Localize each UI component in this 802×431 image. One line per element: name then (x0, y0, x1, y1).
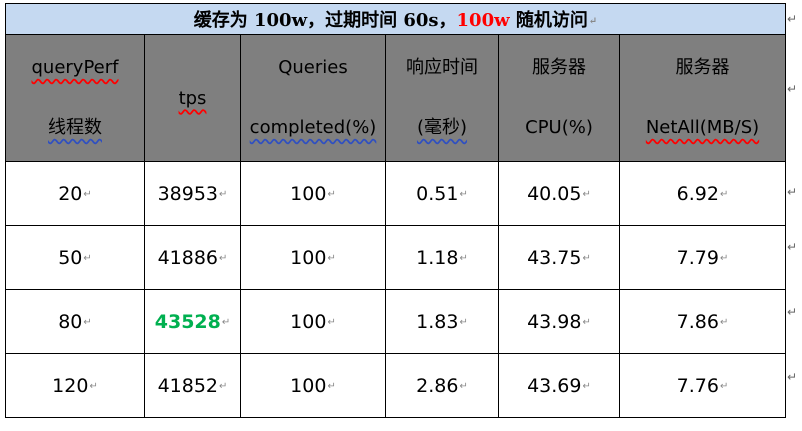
title-prefix: 缓存为 100w，过期时间 60s， (193, 10, 457, 31)
paragraph-mark-icon: ↵ (83, 252, 92, 264)
cell-response-time: 1.83↵ (385, 289, 499, 354)
header-cell-response-time: 响应时间 (毫秒) (385, 34, 499, 162)
document-page: 缓存为 100w，过期时间 60s，100w 随机访问↵ queryPerf 线… (4, 3, 787, 418)
paragraph-mark-icon: ↵ (588, 15, 598, 27)
header-line: NetAll(MB/S) (645, 117, 760, 138)
paragraph-mark-icon: ↵ (719, 188, 729, 200)
paragraph-mark-icon: ↵ (719, 252, 729, 264)
paragraph-mark-icon: ↵ (582, 380, 591, 392)
header-line: 服务器 (675, 57, 730, 78)
cell-tps: 38953↵ (144, 161, 241, 226)
cell-cpu: 43.69↵ (498, 353, 620, 418)
cell-tps-best: 43528↵ (144, 289, 241, 354)
cell-cpu: 43.75↵ (498, 225, 620, 290)
paragraph-mark-icon: ↵ (719, 380, 729, 392)
row-end-mark-icon: ↵ (786, 82, 797, 96)
table-row: 120↵ 41852↵ 100↵ 2.86↵ 43.69↵ 7.76↵ (5, 353, 787, 418)
cell-threads: 20↵ (5, 161, 145, 226)
cell-queries: 100↵ (240, 353, 386, 418)
row-end-mark-icon: ↵ (786, 12, 797, 26)
title-highlight: 100w (456, 10, 510, 31)
cell-tps: 41852↵ (144, 353, 241, 418)
table-row: 80↵ 43528↵ 100↵ 1.83↵ 43.98↵ 7.86↵ (5, 289, 787, 354)
cell-tps: 41886↵ (144, 225, 241, 290)
paragraph-mark-icon: ↵ (459, 188, 468, 200)
header-cell-threads: queryPerf 线程数 (5, 34, 145, 162)
cell-queries: 100↵ (240, 225, 386, 290)
paragraph-mark-icon: ↵ (327, 380, 336, 392)
table-row: 50↵ 41886↵ 100↵ 1.18↵ 43.75↵ 7.79↵ (5, 225, 787, 290)
best-tps-value: 43528 (154, 310, 221, 333)
cell-net: 6.92↵ (618, 161, 787, 226)
header-line: tps (178, 87, 207, 109)
header-line: (毫秒) (416, 117, 468, 138)
cell-net: 7.79↵ (618, 225, 787, 290)
paragraph-mark-icon: ↵ (219, 252, 228, 264)
paragraph-mark-icon: ↵ (582, 252, 591, 264)
paragraph-mark-icon: ↵ (219, 380, 228, 392)
header-cell-cpu: 服务器 CPU(%) (498, 34, 620, 162)
row-end-mark-icon: ↵ (786, 185, 797, 199)
header-line: 响应时间 (406, 57, 478, 78)
cell-threads: 50↵ (5, 225, 145, 290)
paragraph-mark-icon: ↵ (327, 316, 336, 328)
cell-net: 7.76↵ (618, 353, 787, 418)
header-cell-queries: Queries completed(%) (240, 34, 386, 162)
cell-queries: 100↵ (240, 289, 386, 354)
table-row: 20↵ 38953↵ 100↵ 0.51↵ 40.05↵ 6.92↵ (5, 161, 787, 226)
paragraph-mark-icon: ↵ (219, 188, 228, 200)
header-line: Queries (278, 57, 348, 78)
header-line: 线程数 (48, 117, 102, 138)
title-suffix: 随机访问 (509, 10, 588, 31)
header-line: CPU(%) (525, 117, 593, 138)
row-end-mark-icon: ↵ (786, 240, 797, 254)
cell-threads: 120↵ (5, 353, 145, 418)
header-line: queryPerf (31, 57, 119, 78)
cell-cpu: 43.98↵ (498, 289, 620, 354)
paragraph-mark-icon: ↵ (327, 188, 336, 200)
cell-queries: 100↵ (240, 161, 386, 226)
cell-threads: 80↵ (5, 289, 145, 354)
paragraph-mark-icon: ↵ (719, 316, 729, 328)
paragraph-mark-icon: ↵ (89, 380, 98, 392)
paragraph-mark-icon: ↵ (83, 188, 92, 200)
performance-table: 缓存为 100w，过期时间 60s，100w 随机访问↵ queryPerf 线… (4, 3, 787, 418)
row-end-mark-icon: ↵ (786, 305, 797, 319)
paragraph-mark-icon: ↵ (327, 252, 336, 264)
paragraph-mark-icon: ↵ (83, 316, 92, 328)
paragraph-mark-icon: ↵ (221, 316, 231, 328)
row-end-mark-icon: ↵ (786, 370, 797, 384)
cell-net: 7.86↵ (618, 289, 787, 354)
header-cell-net: 服务器 NetAll(MB/S) (618, 34, 787, 162)
header-line: completed(%) (249, 117, 377, 138)
cell-response-time: 0.51↵ (385, 161, 499, 226)
cell-response-time: 2.86↵ (385, 353, 499, 418)
cell-response-time: 1.18↵ (385, 225, 499, 290)
header-line: 服务器 (532, 57, 586, 78)
paragraph-mark-icon: ↵ (459, 380, 468, 392)
table-title: 缓存为 100w，过期时间 60s，100w 随机访问↵ (4, 3, 787, 35)
header-cell-tps: tps (144, 34, 241, 162)
table-title-row: 缓存为 100w，过期时间 60s，100w 随机访问↵ (4, 3, 787, 35)
paragraph-mark-icon: ↵ (459, 252, 468, 264)
paragraph-mark-icon: ↵ (582, 188, 591, 200)
paragraph-mark-icon: ↵ (459, 316, 468, 328)
cell-cpu: 40.05↵ (498, 161, 620, 226)
paragraph-mark-icon: ↵ (582, 316, 591, 328)
header-row: queryPerf 线程数 tps Queries completed(%) 响… (5, 34, 787, 162)
